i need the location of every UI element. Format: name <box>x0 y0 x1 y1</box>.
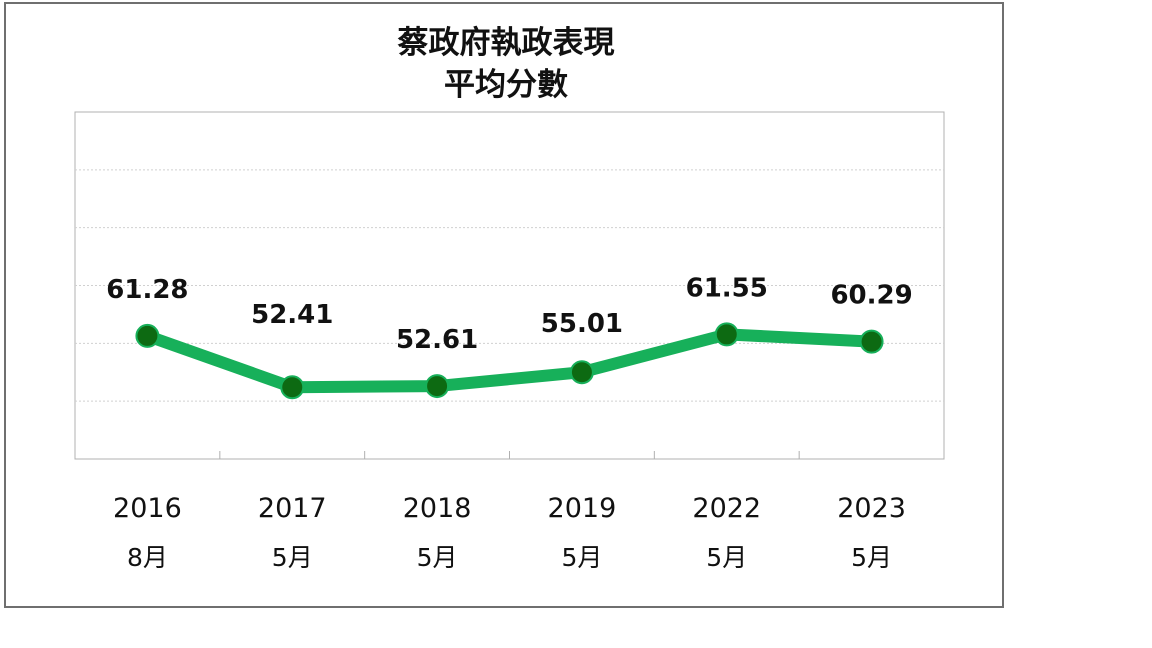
x-label-month: 5月 <box>561 543 602 572</box>
x-label-year: 2019 <box>548 493 617 524</box>
data-label: 52.41 <box>251 300 333 330</box>
data-label: 60.29 <box>830 281 912 311</box>
x-label-month: 5月 <box>272 543 313 572</box>
x-label-year: 2023 <box>837 493 906 524</box>
x-axis-labels: 2016 8月 2017 5月 2018 5月 2019 5月 2022 5月 2023 5月 <box>113 493 906 572</box>
x-label-year: 2016 <box>113 493 182 524</box>
x-label-month: 8月 <box>127 543 168 572</box>
chart-title-line-1: 蔡政府執政表現 <box>397 25 615 61</box>
data-point-marker <box>135 323 160 348</box>
x-axis-ticks <box>219 451 800 459</box>
x-label-month: 5月 <box>706 543 747 572</box>
data-label: 61.28 <box>106 275 188 305</box>
data-point-marker <box>569 360 594 385</box>
data-point-marker <box>859 329 884 354</box>
data-point-marker <box>280 375 305 400</box>
data-labels: 61.28 52.41 52.61 55.01 61.55 60.29 <box>106 273 912 355</box>
x-label-year: 2017 <box>258 493 327 524</box>
x-label-year: 2022 <box>692 493 761 524</box>
x-label-month: 5月 <box>851 543 892 572</box>
x-label-year: 2018 <box>403 493 472 524</box>
data-label: 52.61 <box>396 325 478 355</box>
chart-title: 蔡政府執政表現 平均分數 <box>6 22 1006 106</box>
data-markers <box>135 322 884 400</box>
data-label: 61.55 <box>686 273 768 303</box>
series-line <box>141 328 878 394</box>
data-point-marker <box>425 374 450 399</box>
data-point-marker <box>714 322 739 347</box>
data-label: 55.01 <box>541 309 623 339</box>
chart-title-line-2: 平均分數 <box>444 67 568 103</box>
plot-area <box>74 111 945 460</box>
x-label-month: 5月 <box>417 543 458 572</box>
